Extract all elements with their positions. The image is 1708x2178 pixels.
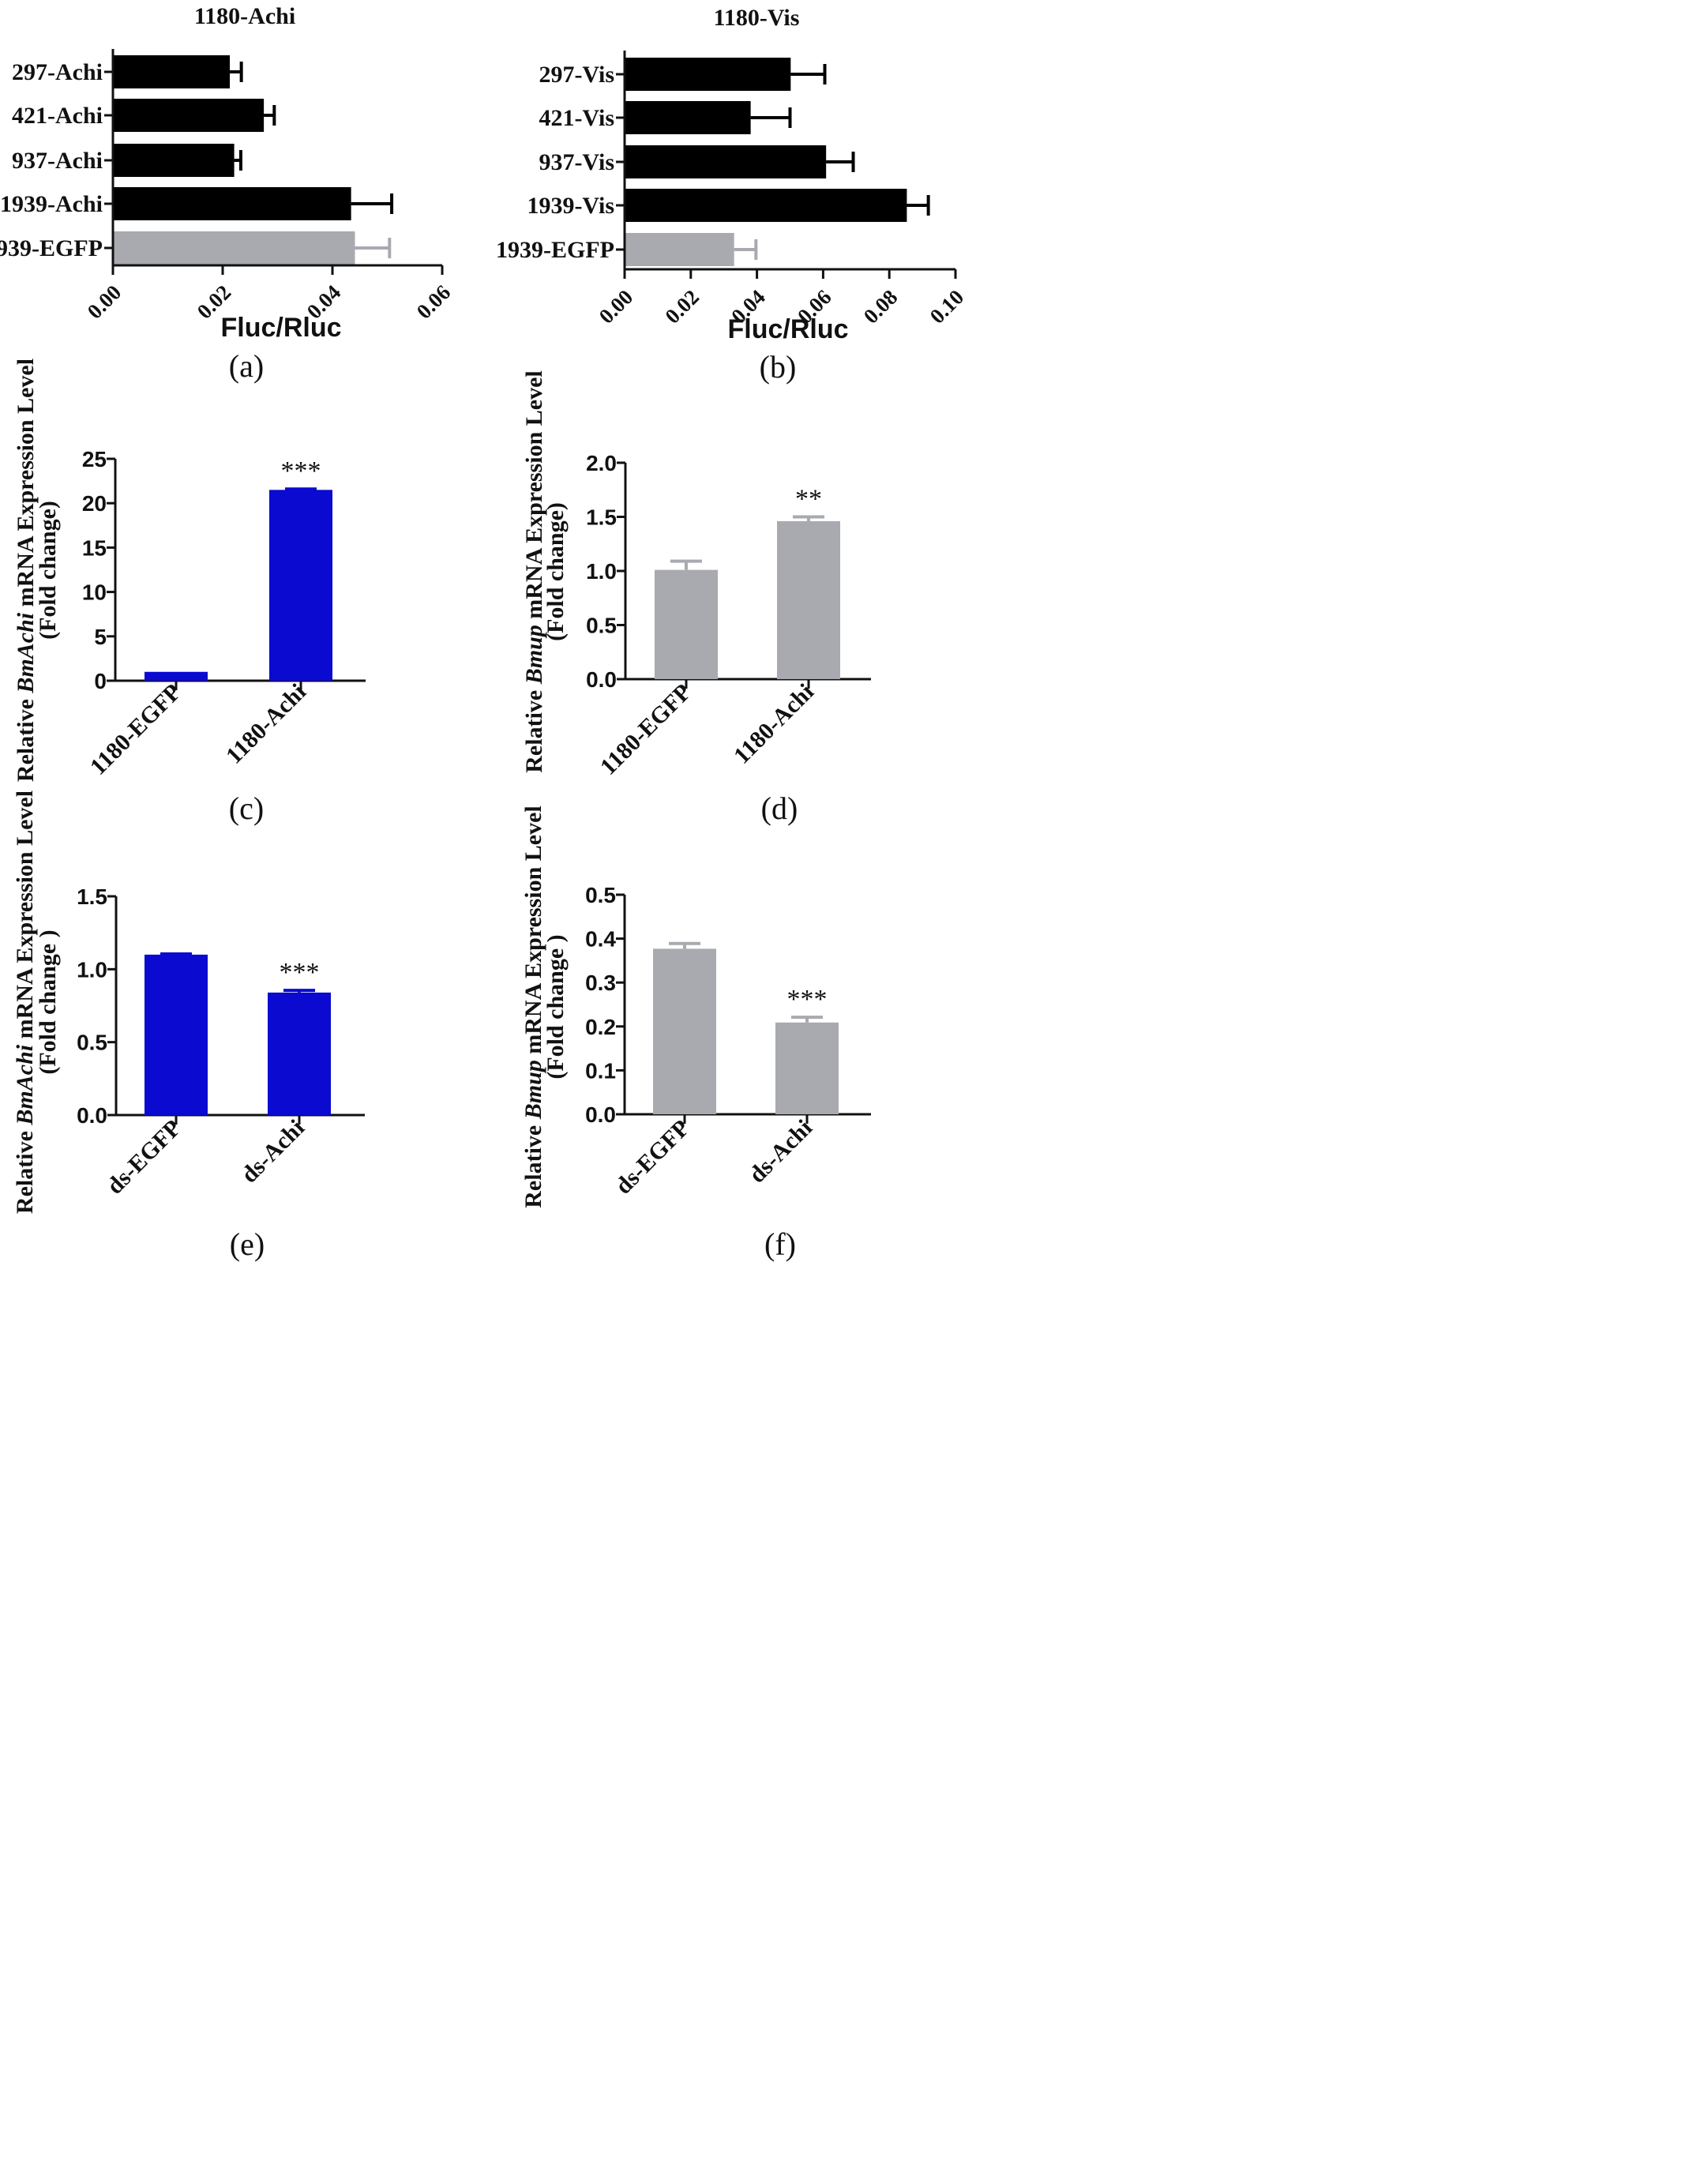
bar bbox=[269, 490, 332, 681]
bar bbox=[113, 231, 355, 265]
y-axis-label: Relative Bmup mRNA Expression Level bbox=[520, 805, 546, 1207]
y-axis-label-gene: BmAchi bbox=[13, 612, 39, 693]
y-axis-label: Relative BmAchi mRNA Expression Level bbox=[13, 359, 39, 782]
significance-marker: *** bbox=[281, 456, 321, 486]
y-axis-label-suffix: mRNA Expression Level bbox=[13, 359, 39, 613]
y-axis-label-prefix: Relative bbox=[521, 684, 547, 772]
y-tick-label: 1.5 bbox=[586, 505, 617, 530]
y-tick-label: 0.3 bbox=[585, 971, 616, 995]
y-axis-label-gene: Bmup bbox=[520, 1060, 546, 1120]
bar bbox=[625, 189, 907, 222]
bar bbox=[655, 569, 718, 679]
y-axis-label-line2: (Fold change ) bbox=[35, 929, 61, 1074]
bar bbox=[113, 144, 235, 177]
y-tick-label: 15 bbox=[82, 535, 107, 560]
chart-title: 1180-Vis bbox=[714, 5, 800, 31]
bar bbox=[625, 233, 734, 266]
panel-label: (a) bbox=[229, 348, 264, 384]
y-axis-label-prefix: Relative bbox=[520, 1119, 546, 1207]
y-tick-label: 0.2 bbox=[585, 1015, 616, 1039]
bar bbox=[625, 101, 751, 134]
category-label: 937-Achi bbox=[12, 148, 103, 174]
bar bbox=[113, 187, 351, 220]
y-axis-label-prefix: Relative bbox=[13, 693, 39, 782]
y-tick-label: 2.0 bbox=[586, 451, 617, 475]
bar bbox=[625, 145, 827, 178]
y-axis-label: Relative BmAchi mRNA Expression Level bbox=[12, 790, 38, 1214]
category-label: 421-Vis bbox=[539, 105, 614, 131]
bar bbox=[145, 954, 208, 1115]
category-label: 297-Achi bbox=[12, 59, 103, 85]
y-axis-label-suffix: mRNA Expression Level bbox=[12, 790, 38, 1045]
y-tick-label: 10 bbox=[82, 580, 107, 605]
y-tick-label: 1.5 bbox=[77, 884, 107, 909]
y-tick-label: 0.5 bbox=[586, 614, 617, 638]
category-label: 937-Vis bbox=[539, 149, 614, 175]
y-axis-label-suffix: mRNA Expression Level bbox=[520, 805, 546, 1060]
significance-marker: ** bbox=[795, 485, 822, 514]
bar bbox=[775, 1022, 839, 1114]
chart-title: 1180-Achi bbox=[194, 3, 295, 29]
panel-d: 0.00.51.01.52.01180-EGFP**1180-AchiRelat… bbox=[521, 370, 871, 826]
y-axis-label-line2: (Fold change) bbox=[542, 502, 569, 641]
y-tick-label: 25 bbox=[82, 447, 107, 471]
y-tick-label: 0.0 bbox=[77, 1103, 107, 1128]
y-tick-label: 20 bbox=[82, 491, 107, 516]
category-label: 1939-EGFP bbox=[0, 235, 103, 261]
y-tick-label: 0 bbox=[94, 669, 107, 693]
y-tick-label: 0.5 bbox=[77, 1031, 107, 1055]
panel-label: (f) bbox=[764, 1226, 796, 1262]
category-label: 297-Vis bbox=[539, 62, 614, 88]
x-axis-label: Fluc/Rluc bbox=[727, 314, 848, 344]
y-axis-label-line2: (Fold change) bbox=[35, 501, 61, 640]
y-axis-label-gene: BmAchi bbox=[12, 1044, 38, 1125]
y-axis-label-gene: Bmup bbox=[521, 625, 547, 685]
panel-label: (d) bbox=[761, 790, 798, 826]
y-axis-label-line2: (Fold change ) bbox=[542, 934, 569, 1079]
y-tick-label: 0.4 bbox=[585, 927, 616, 952]
significance-marker: *** bbox=[787, 985, 828, 1014]
category-label: 1939-Vis bbox=[527, 193, 614, 219]
bar bbox=[625, 58, 791, 91]
significance-marker: *** bbox=[280, 958, 320, 987]
y-axis-label-suffix: mRNA Expression Level bbox=[521, 370, 547, 625]
bar bbox=[113, 99, 265, 132]
category-label: 1939-EGFP bbox=[496, 237, 614, 263]
bar bbox=[777, 520, 840, 679]
y-axis-label-prefix: Relative bbox=[12, 1125, 38, 1214]
bar bbox=[268, 992, 331, 1115]
bar bbox=[113, 55, 231, 88]
y-tick-label: 0.1 bbox=[585, 1058, 616, 1083]
y-tick-label: 0.0 bbox=[585, 1102, 616, 1127]
panel-label: (c) bbox=[229, 790, 264, 826]
y-tick-label: 0.0 bbox=[586, 667, 617, 692]
x-axis-label: Fluc/Rluc bbox=[220, 313, 341, 343]
y-axis-label: Relative Bmup mRNA Expression Level bbox=[521, 370, 547, 772]
panel-label: (e) bbox=[230, 1226, 265, 1262]
panel-label: (b) bbox=[760, 349, 797, 385]
y-tick-label: 1.0 bbox=[77, 957, 107, 982]
y-tick-label: 1.0 bbox=[586, 559, 617, 584]
bar bbox=[145, 671, 208, 681]
y-tick-label: 5 bbox=[94, 625, 107, 649]
category-label: 421-Achi bbox=[12, 103, 103, 129]
y-tick-label: 0.5 bbox=[585, 883, 616, 907]
category-label: 1939-Achi bbox=[0, 191, 103, 217]
bar bbox=[653, 948, 716, 1114]
